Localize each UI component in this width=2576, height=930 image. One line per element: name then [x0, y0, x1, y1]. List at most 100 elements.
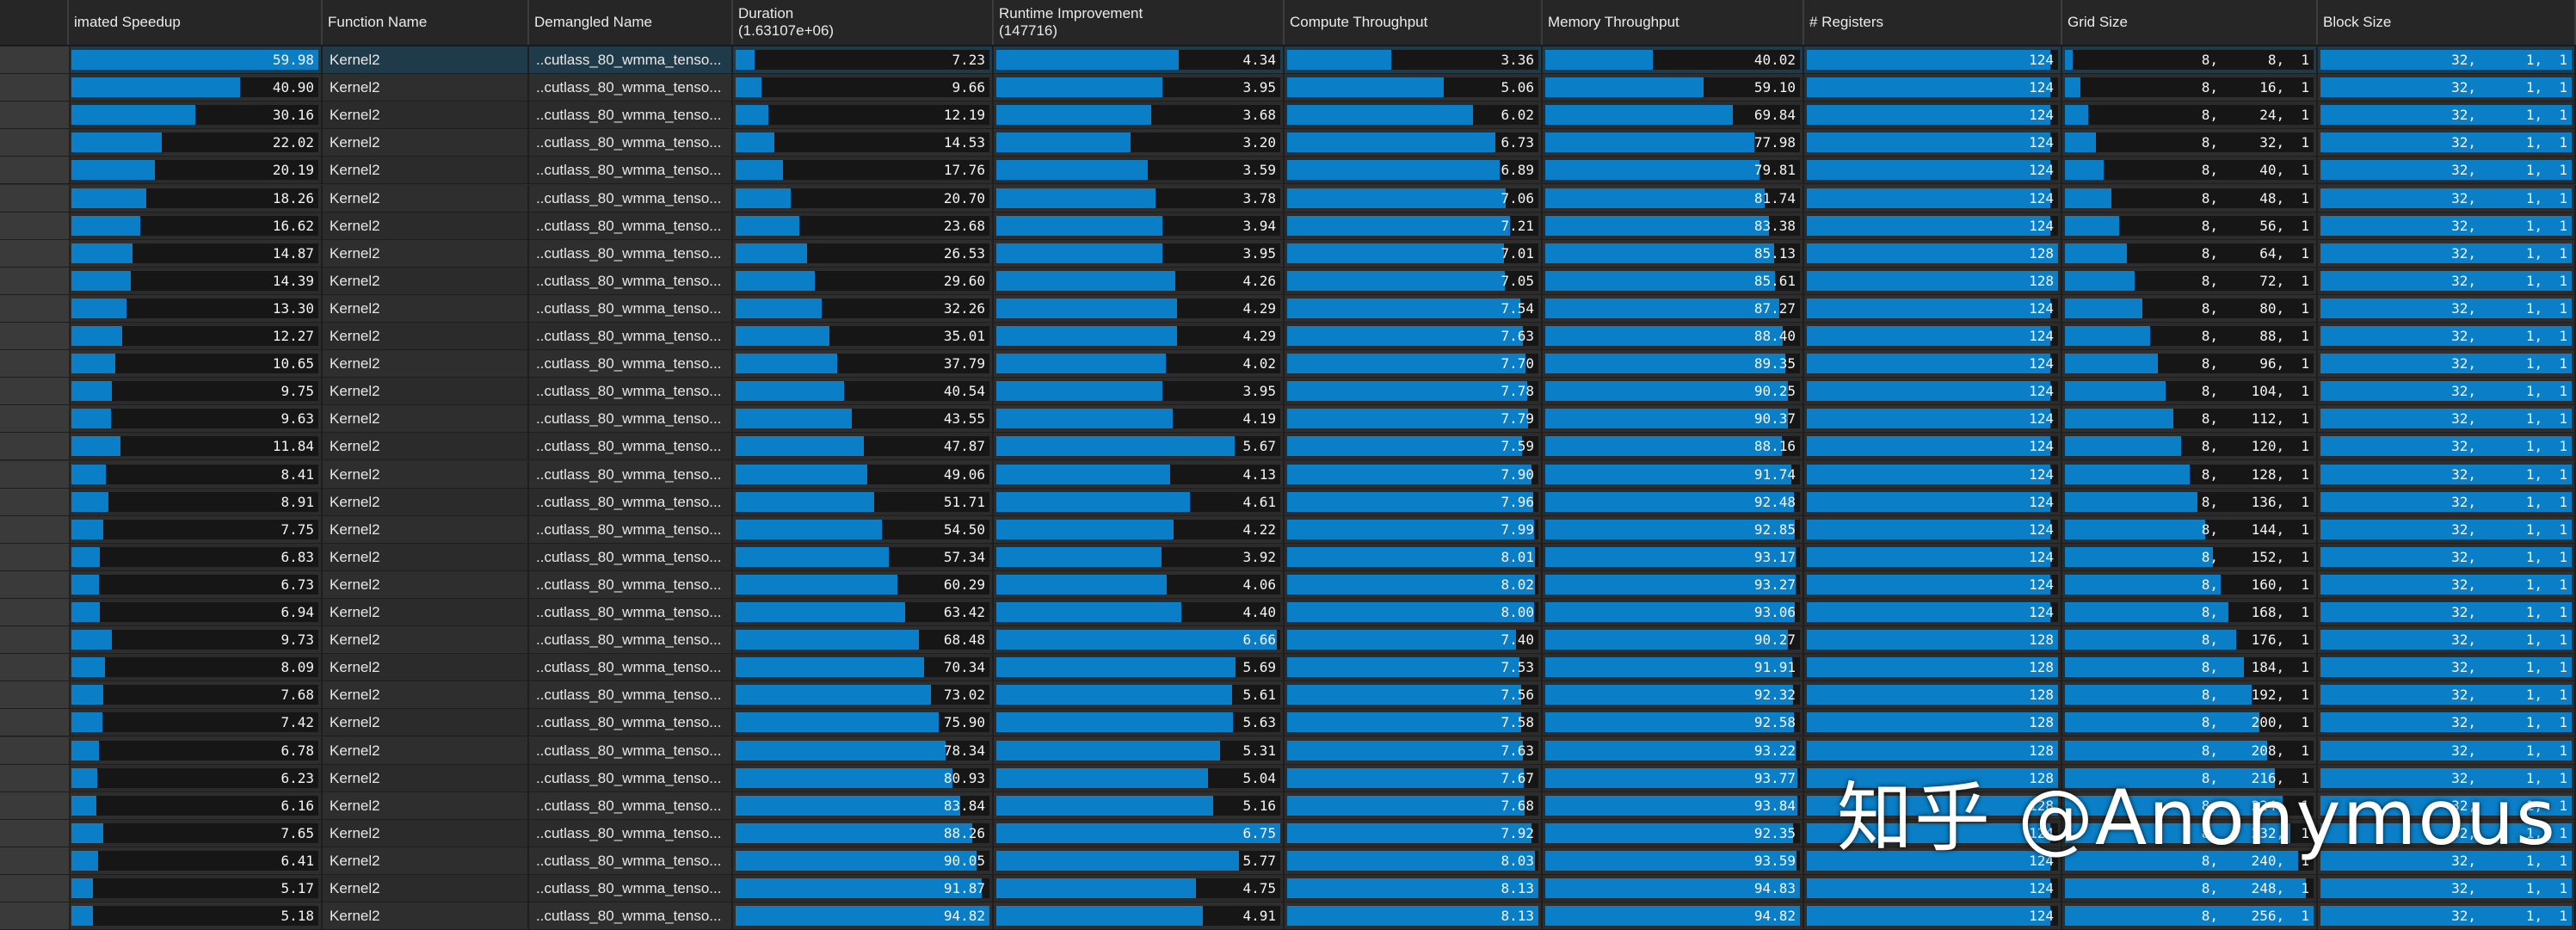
- cell-runtime[interactable]: 5.69: [994, 654, 1285, 681]
- cell-demangled[interactable]: ..cutlass_80_wmma_tenso...: [529, 875, 733, 902]
- cell-block[interactable]: 32, 1, 1: [2318, 212, 2576, 239]
- cell-grid[interactable]: 8, 104, 1: [2062, 378, 2318, 405]
- cell-demangled[interactable]: ..cutlass_80_wmma_tenso...: [529, 819, 733, 847]
- cell-registers[interactable]: 124: [1804, 570, 2062, 598]
- cell-function[interactable]: Kernel2: [323, 819, 529, 847]
- cell-function[interactable]: Kernel2: [323, 323, 529, 349]
- cell-speedup[interactable]: 8.91: [69, 488, 323, 515]
- cell-block[interactable]: 32, 1, 1: [2318, 378, 2576, 405]
- cell-memory[interactable]: 81.74: [1543, 184, 1804, 212]
- cell-duration[interactable]: 80.93: [733, 764, 994, 791]
- column-header-registers[interactable]: # Registers: [1804, 0, 2062, 45]
- table-row[interactable]: 9.75 Kernel2 ..cutlass_80_wmma_tenso... 40.…: [0, 378, 2576, 406]
- cell-block[interactable]: 32, 1, 1: [2318, 875, 2576, 902]
- row-header[interactable]: [0, 488, 71, 515]
- cell-runtime[interactable]: 5.16: [994, 791, 1285, 819]
- row-header[interactable]: [0, 709, 71, 736]
- column-header-compute[interactable]: Compute Throughput: [1285, 0, 1543, 45]
- cell-duration[interactable]: 26.53: [733, 239, 994, 267]
- cell-grid[interactable]: 8, 88, 1: [2062, 323, 2318, 349]
- cell-speedup[interactable]: 6.73: [69, 570, 323, 598]
- cell-speedup[interactable]: 14.87: [69, 239, 323, 267]
- cell-grid[interactable]: 8, 248, 1: [2062, 875, 2318, 902]
- cell-registers[interactable]: 124: [1804, 875, 2062, 902]
- cell-function[interactable]: Kernel2: [323, 709, 529, 736]
- cell-compute[interactable]: 7.63: [1285, 736, 1543, 764]
- cell-registers[interactable]: 124: [1804, 543, 2062, 570]
- cell-registers[interactable]: 124: [1804, 405, 2062, 433]
- row-header[interactable]: [0, 46, 71, 73]
- cell-block[interactable]: 32, 1, 1: [2318, 819, 2576, 847]
- cell-registers[interactable]: 124: [1804, 129, 2062, 157]
- cell-compute[interactable]: 7.79: [1285, 405, 1543, 433]
- cell-grid[interactable]: 8, 56, 1: [2062, 212, 2318, 239]
- cell-memory[interactable]: 93.77: [1543, 764, 1804, 791]
- cell-duration[interactable]: 40.54: [733, 378, 994, 405]
- cell-grid[interactable]: 8, 40, 1: [2062, 157, 2318, 184]
- cell-speedup[interactable]: 7.75: [69, 515, 323, 543]
- cell-registers[interactable]: 124: [1804, 350, 2062, 378]
- cell-memory[interactable]: 83.38: [1543, 212, 1804, 239]
- cell-memory[interactable]: 90.37: [1543, 405, 1804, 433]
- cell-demangled[interactable]: ..cutlass_80_wmma_tenso...: [529, 764, 733, 791]
- row-header[interactable]: [0, 543, 71, 570]
- table-row[interactable]: 7.42 Kernel2 ..cutlass_80_wmma_tenso... 75.…: [0, 709, 2576, 737]
- cell-compute[interactable]: 7.68: [1285, 791, 1543, 819]
- cell-duration[interactable]: 90.05: [733, 847, 994, 874]
- cell-function[interactable]: Kernel2: [323, 736, 529, 764]
- row-header[interactable]: [0, 129, 71, 157]
- cell-demangled[interactable]: ..cutlass_80_wmma_tenso...: [529, 681, 733, 709]
- cell-demangled[interactable]: ..cutlass_80_wmma_tenso...: [529, 736, 733, 764]
- cell-compute[interactable]: 6.02: [1285, 102, 1543, 129]
- cell-grid[interactable]: 8, 160, 1: [2062, 570, 2318, 598]
- cell-duration[interactable]: 57.34: [733, 543, 994, 570]
- cell-grid[interactable]: 8, 152, 1: [2062, 543, 2318, 570]
- cell-function[interactable]: Kernel2: [323, 267, 529, 294]
- row-header[interactable]: [0, 460, 71, 488]
- cell-runtime[interactable]: 5.67: [994, 433, 1285, 460]
- cell-memory[interactable]: 69.84: [1543, 102, 1804, 129]
- cell-function[interactable]: Kernel2: [323, 184, 529, 212]
- cell-runtime[interactable]: 3.95: [994, 378, 1285, 405]
- cell-compute[interactable]: 7.90: [1285, 460, 1543, 488]
- cell-runtime[interactable]: 4.29: [994, 323, 1285, 349]
- cell-duration[interactable]: 23.68: [733, 212, 994, 239]
- row-header[interactable]: [0, 626, 71, 654]
- cell-speedup[interactable]: 40.90: [69, 74, 323, 102]
- cell-duration[interactable]: 60.29: [733, 570, 994, 598]
- cell-speedup[interactable]: 5.17: [69, 875, 323, 902]
- cell-memory[interactable]: 92.85: [1543, 515, 1804, 543]
- cell-function[interactable]: Kernel2: [323, 239, 529, 267]
- cell-grid[interactable]: 8, 232, 1: [2062, 819, 2318, 847]
- cell-runtime[interactable]: 4.61: [994, 488, 1285, 515]
- cell-demangled[interactable]: ..cutlass_80_wmma_tenso...: [529, 460, 733, 488]
- cell-compute[interactable]: 7.06: [1285, 184, 1543, 212]
- cell-memory[interactable]: 92.32: [1543, 681, 1804, 709]
- cell-speedup[interactable]: 20.19: [69, 157, 323, 184]
- table-row[interactable]: 12.27 Kernel2 ..cutlass_80_wmma_tenso... 35…: [0, 323, 2576, 350]
- cell-function[interactable]: Kernel2: [323, 405, 529, 433]
- cell-demangled[interactable]: ..cutlass_80_wmma_tenso...: [529, 184, 733, 212]
- cell-speedup[interactable]: 9.63: [69, 405, 323, 433]
- row-header[interactable]: [0, 405, 71, 433]
- cell-compute[interactable]: 7.59: [1285, 433, 1543, 460]
- table-row[interactable]: 30.16 Kernel2 ..cutlass_80_wmma_tenso... 12…: [0, 102, 2576, 130]
- cell-runtime[interactable]: 4.40: [994, 599, 1285, 625]
- cell-compute[interactable]: 7.01: [1285, 239, 1543, 267]
- cell-block[interactable]: 32, 1, 1: [2318, 902, 2576, 930]
- cell-block[interactable]: 32, 1, 1: [2318, 350, 2576, 378]
- cell-demangled[interactable]: ..cutlass_80_wmma_tenso...: [529, 294, 733, 322]
- cell-function[interactable]: Kernel2: [323, 488, 529, 515]
- table-row[interactable]: 7.68 Kernel2 ..cutlass_80_wmma_tenso... 73.…: [0, 681, 2576, 710]
- table-row[interactable]: 13.30 Kernel2 ..cutlass_80_wmma_tenso... 32…: [0, 294, 2576, 323]
- row-header[interactable]: [0, 350, 71, 378]
- cell-duration[interactable]: 88.26: [733, 819, 994, 847]
- cell-grid[interactable]: 8, 24, 1: [2062, 102, 2318, 129]
- cell-runtime[interactable]: 3.68: [994, 102, 1285, 129]
- cell-block[interactable]: 32, 1, 1: [2318, 847, 2576, 874]
- cell-compute[interactable]: 7.92: [1285, 819, 1543, 847]
- cell-registers[interactable]: 124: [1804, 819, 2062, 847]
- cell-runtime[interactable]: 5.77: [994, 847, 1285, 874]
- cell-registers[interactable]: 124: [1804, 74, 2062, 102]
- cell-speedup[interactable]: 30.16: [69, 102, 323, 129]
